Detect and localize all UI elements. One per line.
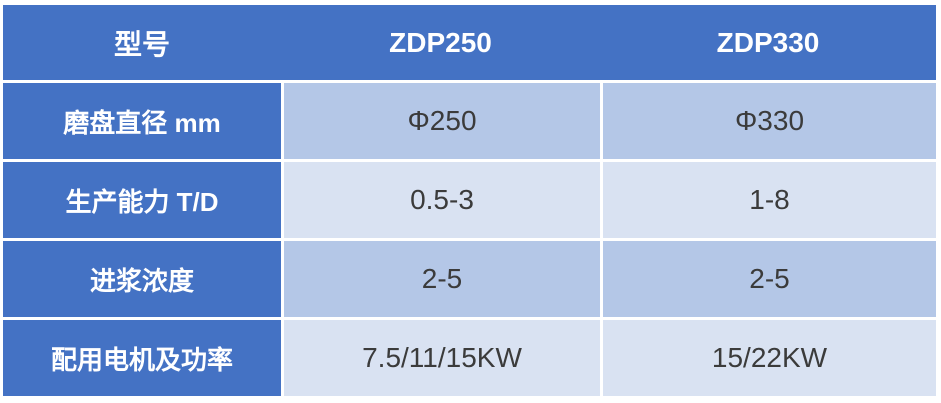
row-label-disc-diameter: 磨盘直径 mm [3, 83, 281, 159]
header-cell-zdp330: ZDP330 [716, 26, 820, 58]
cell-motor-power-zdp250: 7.5/11/15KW [284, 320, 600, 396]
row-label-pulp-consistency: 进浆浓度 [3, 241, 281, 317]
cell-disc-diameter-zdp330: Φ330 [603, 83, 936, 159]
cell-pulp-consistency-zdp330: 2-5 [603, 241, 936, 317]
cell-disc-diameter-zdp250: Φ250 [284, 83, 600, 159]
cell-motor-power-zdp330: 15/22KW [603, 320, 936, 396]
product-spec-table: 型号 ZDP250 ZDP330 磨盘直径 mm Φ250 Φ330 生产能力 … [3, 5, 936, 396]
table-header-row: 型号 ZDP250 ZDP330 [3, 5, 936, 80]
cell-capacity-zdp250: 0.5-3 [284, 162, 600, 238]
header-cell-model: 型号 [113, 28, 170, 60]
row-label-motor-power: 配用电机及功率 [3, 320, 281, 396]
cell-pulp-consistency-zdp250: 2-5 [284, 241, 600, 317]
cell-capacity-zdp330: 1-8 [603, 162, 936, 238]
row-label-capacity: 生产能力 T/D [3, 162, 281, 238]
header-cell-zdp250: ZDP250 [389, 26, 492, 58]
